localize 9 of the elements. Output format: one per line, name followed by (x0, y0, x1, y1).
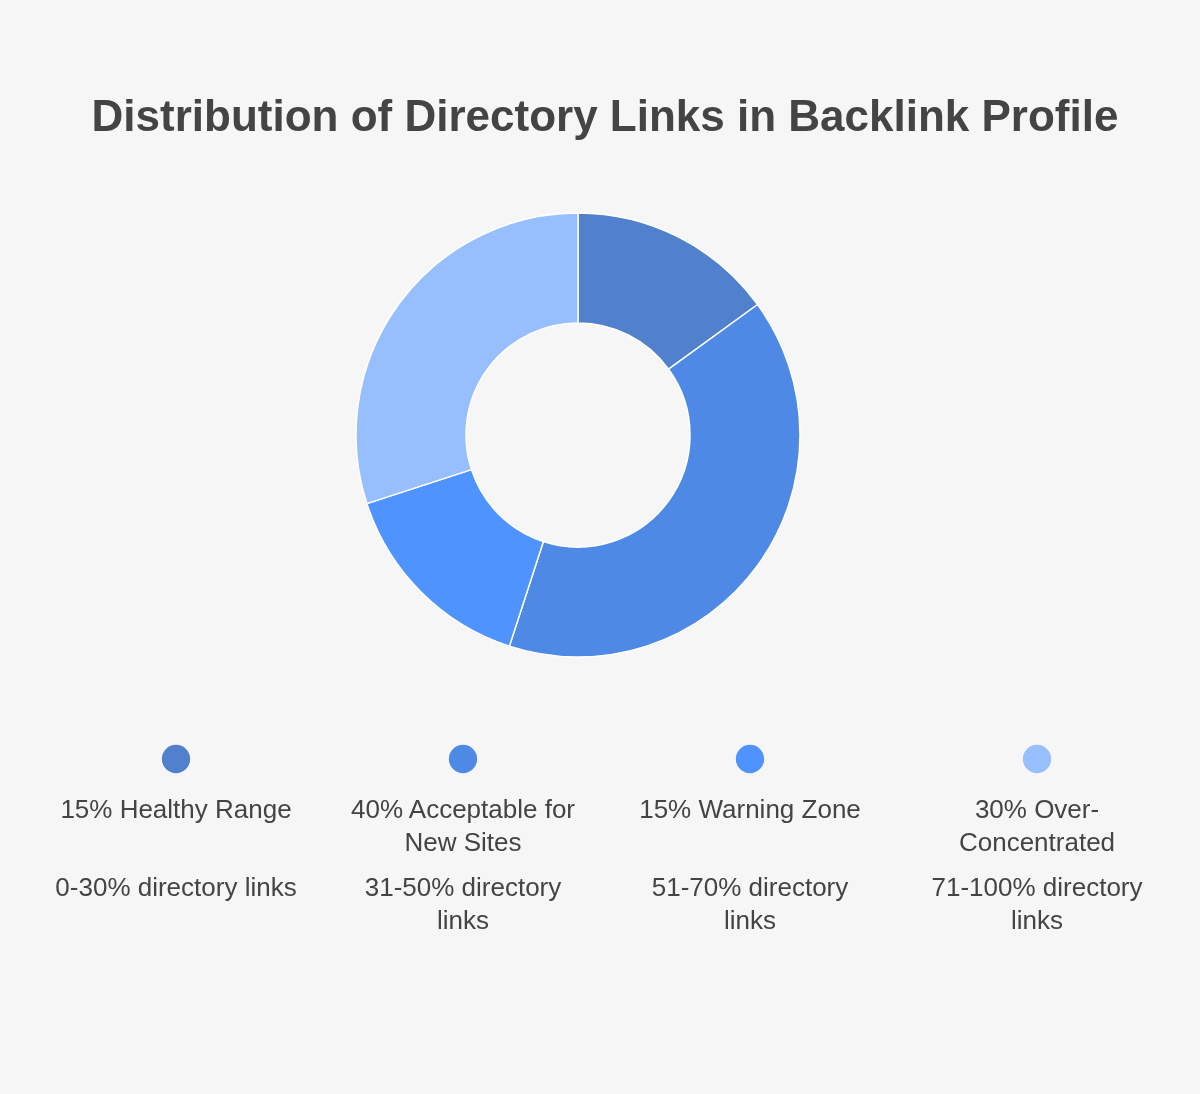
text: 0-30% directory links (55, 872, 297, 902)
text: 31-50% directory links (364, 872, 562, 935)
legend-label: 30% Over-Concentrated (958, 794, 1116, 857)
legend-label: 15% Healthy Range (60, 794, 292, 824)
text: 51-70% directory links (651, 872, 849, 935)
legend-label: 15% Warning Zone (639, 794, 861, 824)
chart-title: Distribution of Directory Links in Backlink Profile (91, 91, 1119, 140)
legend-label: 40% Acceptable for New Sites (350, 794, 576, 857)
text: 71-100% directory links (931, 872, 1143, 935)
